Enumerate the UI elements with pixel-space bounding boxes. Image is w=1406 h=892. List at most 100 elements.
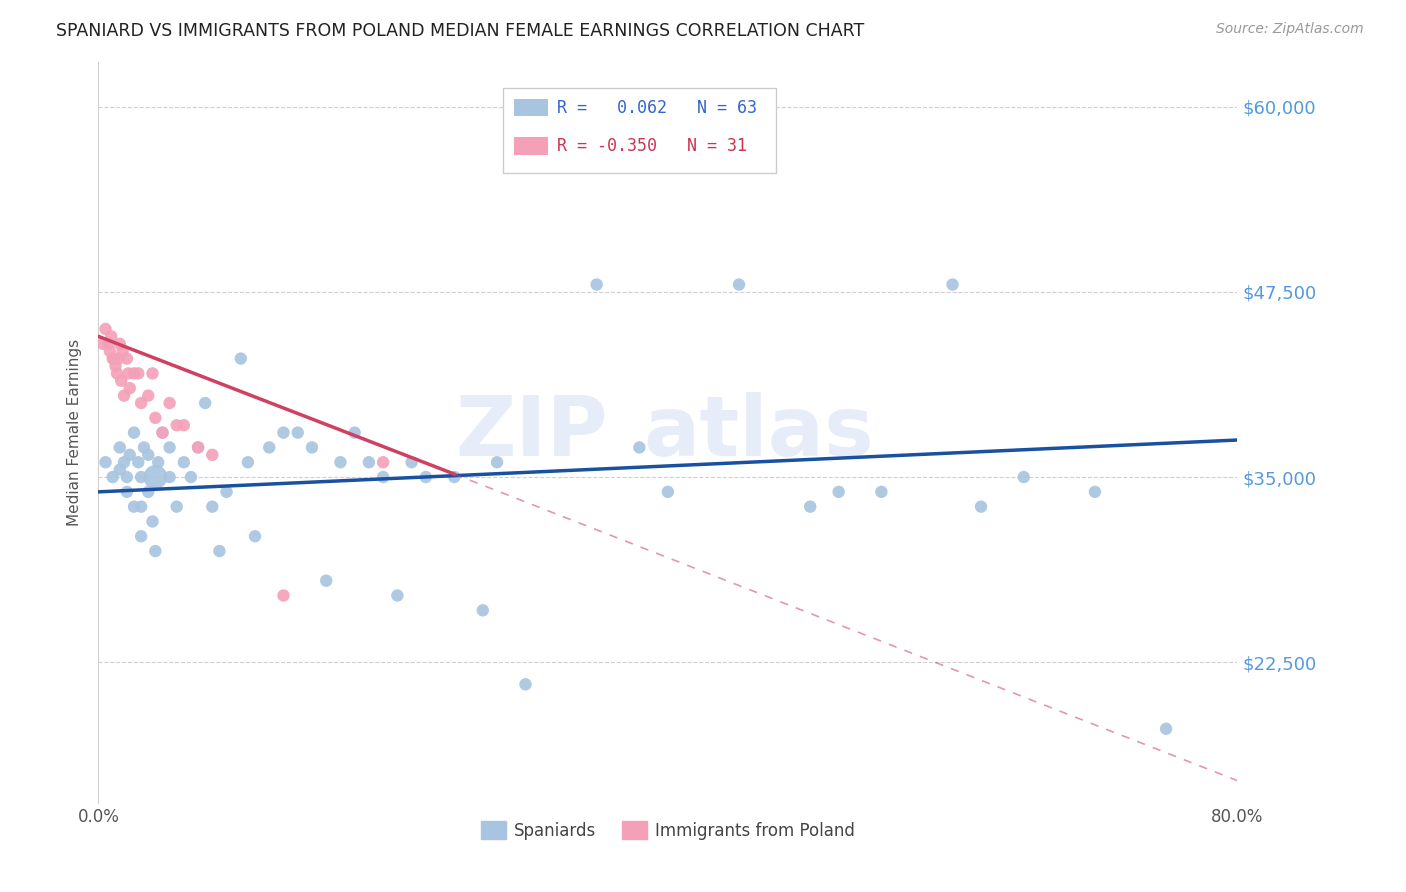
Point [828, 484, 851, 499]
Point [301, 441, 323, 455]
Bar [515, 99, 548, 117]
Point [129, 470, 152, 484]
Legend: Spaniards, Immigrants from Poland: Spaniards, Immigrants from Poland [474, 814, 862, 847]
Point [415, 470, 437, 484]
Point [387, 589, 409, 603]
Point [159, 470, 181, 484]
Point [942, 277, 965, 292]
Point [107, 351, 129, 366]
Point [401, 455, 423, 469]
Point [373, 455, 395, 469]
Point [101, 351, 124, 366]
Point [152, 425, 174, 440]
Point [585, 277, 607, 292]
Point [728, 277, 751, 292]
Point [108, 462, 131, 476]
Point [129, 396, 152, 410]
Point [148, 455, 170, 469]
Y-axis label: Median Female Earnings: Median Female Earnings [67, 339, 83, 526]
Point [122, 500, 145, 514]
Point [870, 484, 893, 499]
Point [1154, 722, 1177, 736]
Point [136, 389, 159, 403]
Point [112, 455, 135, 469]
Point [243, 529, 266, 543]
Point [443, 470, 465, 484]
Point [132, 441, 155, 455]
Point [101, 470, 124, 484]
Point [145, 470, 167, 484]
Point [166, 418, 188, 433]
Point [118, 381, 141, 395]
Point [166, 500, 188, 514]
Point [145, 410, 167, 425]
Point [471, 603, 494, 617]
Point [152, 425, 174, 440]
Point [799, 500, 821, 514]
Point [141, 367, 163, 381]
Point [229, 351, 252, 366]
Point [287, 425, 309, 440]
Point [236, 455, 259, 469]
Point [94, 455, 117, 469]
Point [201, 500, 224, 514]
Point [187, 441, 209, 455]
Point [127, 367, 149, 381]
Point [129, 500, 152, 514]
Point [486, 455, 509, 469]
Point [104, 359, 127, 373]
Point [1012, 470, 1035, 484]
Text: R = -0.350   N = 31: R = -0.350 N = 31 [557, 137, 748, 155]
Point [187, 441, 209, 455]
Point [110, 374, 132, 388]
Point [115, 484, 138, 499]
Point [127, 455, 149, 469]
Point [173, 455, 195, 469]
Point [91, 336, 114, 351]
Point [100, 329, 122, 343]
Point [108, 336, 131, 351]
Point [315, 574, 337, 588]
Point [145, 544, 167, 558]
Point [115, 351, 138, 366]
Point [141, 515, 163, 529]
Point [273, 589, 295, 603]
Point [208, 544, 231, 558]
Bar [515, 137, 548, 155]
Point [129, 529, 152, 543]
Point [122, 367, 145, 381]
Point [515, 677, 537, 691]
Point [159, 441, 181, 455]
Point [115, 470, 138, 484]
Point [98, 344, 121, 359]
Point [122, 425, 145, 440]
Text: R =   0.062   N = 63: R = 0.062 N = 63 [557, 99, 758, 117]
Point [94, 322, 117, 336]
Point [97, 336, 120, 351]
Point [970, 500, 993, 514]
Point [215, 484, 238, 499]
Point [117, 367, 139, 381]
Point [103, 351, 125, 366]
Point [180, 470, 202, 484]
Point [373, 470, 395, 484]
Point [108, 441, 131, 455]
Point [105, 367, 128, 381]
Point [273, 425, 295, 440]
Point [259, 441, 281, 455]
Point [173, 418, 195, 433]
Point [111, 344, 134, 359]
Text: SPANIARD VS IMMIGRANTS FROM POLAND MEDIAN FEMALE EARNINGS CORRELATION CHART: SPANIARD VS IMMIGRANTS FROM POLAND MEDIA… [56, 22, 865, 40]
FancyBboxPatch shape [503, 88, 776, 173]
Point [136, 484, 159, 499]
Point [657, 484, 679, 499]
Text: ZIP: ZIP [456, 392, 607, 473]
Point [159, 396, 181, 410]
Point [112, 389, 135, 403]
Point [201, 448, 224, 462]
Point [136, 448, 159, 462]
Point [329, 455, 352, 469]
Point [194, 396, 217, 410]
Point [343, 425, 366, 440]
Point [628, 441, 651, 455]
